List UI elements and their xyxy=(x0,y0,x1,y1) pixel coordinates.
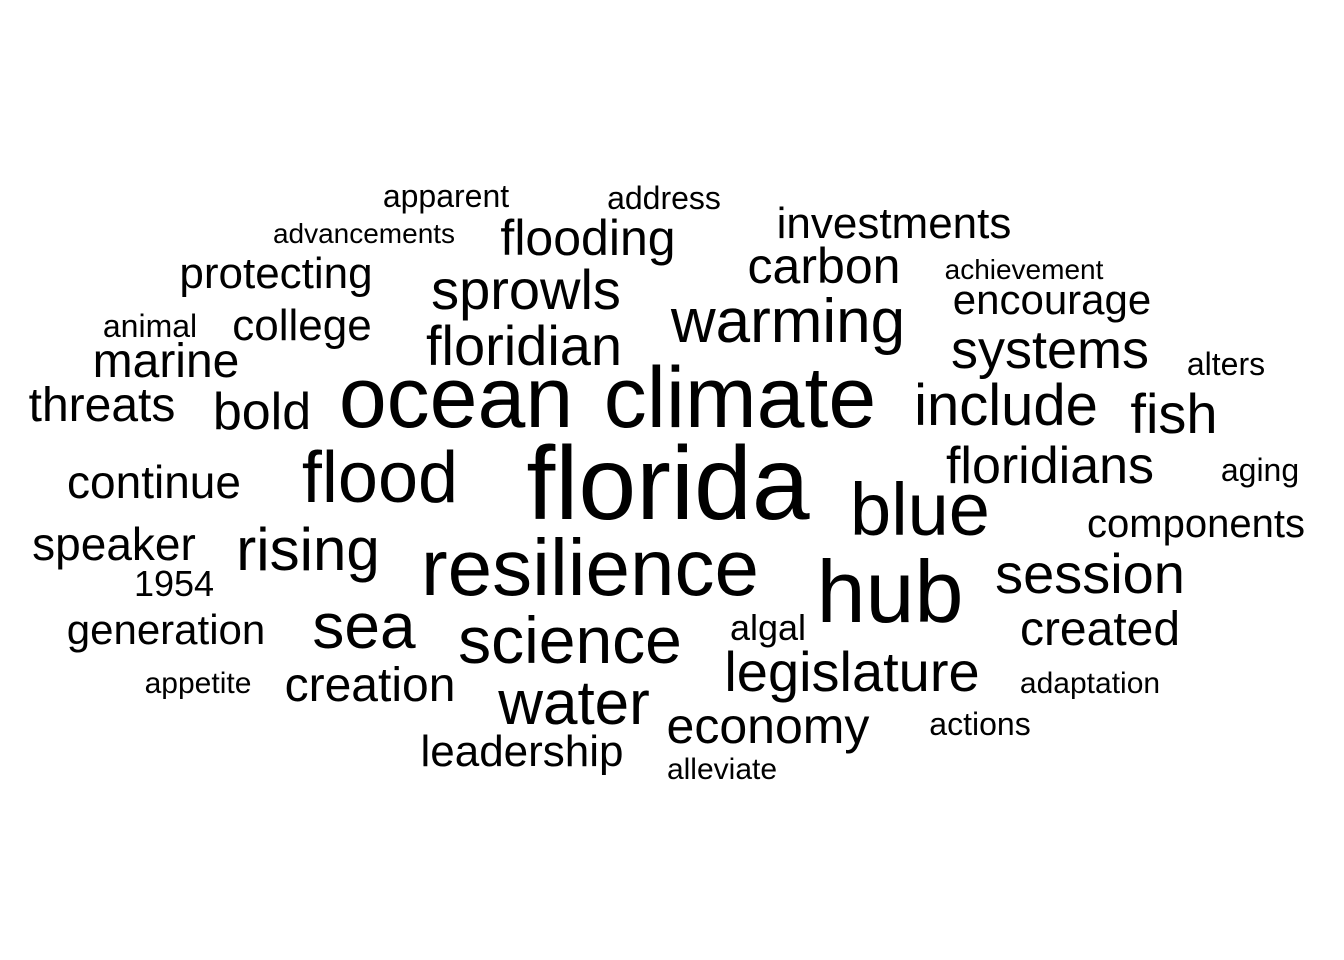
word-water: water xyxy=(498,669,650,738)
word-floridians: floridians xyxy=(945,437,1155,495)
word-include: include xyxy=(914,373,1098,438)
word-resilience: resilience xyxy=(421,523,759,612)
word-1954: 1954 xyxy=(133,563,215,604)
word-floridian: floridian xyxy=(425,314,623,377)
word-rising: rising xyxy=(236,516,380,583)
word-flood: flood xyxy=(301,438,459,518)
word-protecting: protecting xyxy=(179,249,373,298)
word-achievement: achievement xyxy=(944,254,1104,285)
word-blue: blue xyxy=(850,468,990,551)
word-components: components xyxy=(1087,502,1305,546)
word-threats: threats xyxy=(28,379,176,432)
word-hub: hub xyxy=(816,542,964,641)
word-algal: algal xyxy=(729,607,807,648)
word-economy: economy xyxy=(666,698,870,754)
word-systems: systems xyxy=(950,320,1150,380)
word-actions: actions xyxy=(929,706,1031,742)
word-adaptation: adaptation xyxy=(1019,667,1161,700)
word-advancements: advancements xyxy=(272,218,456,249)
word-ocean: ocean xyxy=(338,350,574,446)
word-session: session xyxy=(995,542,1185,605)
word-alters: alters xyxy=(1186,346,1266,382)
word-address: address xyxy=(607,180,721,216)
word-leadership: leadership xyxy=(420,727,624,776)
word-aging: aging xyxy=(1220,452,1300,488)
word-alleviate: alleviate xyxy=(666,753,778,786)
word-apparent: apparent xyxy=(382,178,510,214)
word-flooding: flooding xyxy=(500,210,676,266)
word-florida: florida xyxy=(526,426,810,542)
word-investments: investments xyxy=(776,199,1012,248)
word-bold: bold xyxy=(212,383,312,441)
word-created: created xyxy=(1019,603,1181,656)
word-carbon: carbon xyxy=(747,238,901,294)
word-climate: climate xyxy=(603,350,877,446)
word-continue: continue xyxy=(67,456,241,508)
word-encourage: encourage xyxy=(952,276,1152,323)
word-marine: marine xyxy=(92,335,240,388)
word-legislature: legislature xyxy=(724,640,980,703)
word-appetite: appetite xyxy=(144,667,252,700)
word-fish: fish xyxy=(1130,382,1218,445)
word-science: science xyxy=(458,603,682,677)
word-college: college xyxy=(232,301,372,350)
word-creation: creation xyxy=(284,659,456,712)
word-generation: generation xyxy=(66,606,266,653)
word-sea: sea xyxy=(312,590,416,662)
word-sprowls: sprowls xyxy=(431,258,621,321)
word-animal: animal xyxy=(102,308,198,344)
word-speaker: speaker xyxy=(32,518,196,570)
word-warming: warming xyxy=(670,287,906,356)
